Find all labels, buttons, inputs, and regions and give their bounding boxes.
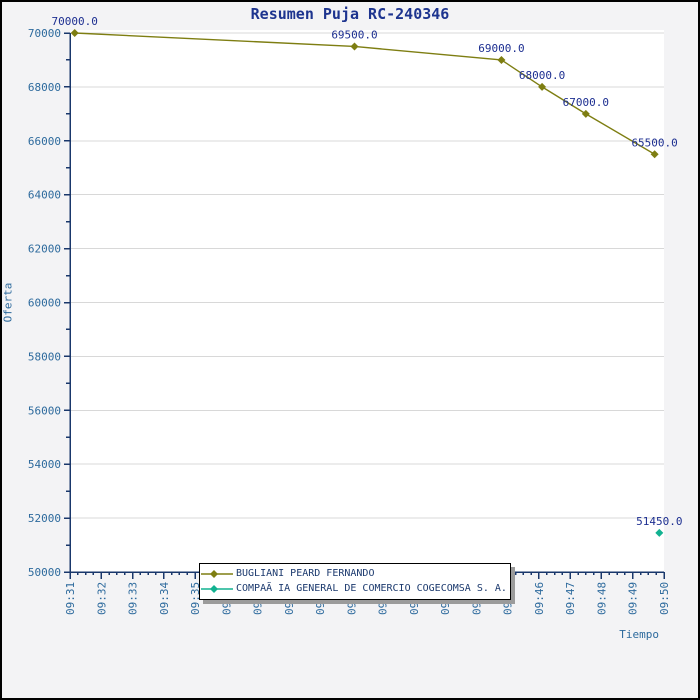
legend: BUGLIANI PEARD FERNANDO COMPAÃ IA GENERA…	[199, 563, 511, 600]
series-2-diamond-marker-icon	[201, 584, 233, 593]
svg-text:66000: 66000	[28, 135, 61, 148]
svg-text:09:48: 09:48	[595, 582, 608, 615]
series-1: 70000.0 69500.0 69000.0 68000.0 67000.0 65500…	[52, 15, 678, 159]
svg-text:52000: 52000	[28, 512, 61, 525]
legend-item-bugliani: BUGLIANI PEARD FERNANDO	[200, 566, 508, 581]
data-point-marker	[350, 42, 359, 51]
svg-text:68000: 68000	[28, 81, 61, 94]
data-point-label: 69500.0	[331, 28, 377, 41]
svg-text:09:34: 09:34	[158, 582, 171, 615]
svg-text:70000: 70000	[28, 27, 61, 40]
plot-area	[70, 30, 664, 572]
svg-text:54000: 54000	[28, 458, 61, 471]
data-point-marker	[497, 55, 506, 64]
svg-text:09:49: 09:49	[627, 582, 640, 615]
chart-title: Resumen Puja RC-240346	[250, 5, 450, 23]
data-point-marker	[70, 29, 79, 37]
svg-text:60000: 60000	[28, 297, 61, 310]
data-point-label: 65500.0	[631, 136, 677, 149]
data-point-label: 67000.0	[563, 96, 609, 109]
data-point-marker	[650, 150, 659, 159]
series-1-diamond-marker-icon	[201, 569, 233, 578]
legend-label: BUGLIANI PEARD FERNANDO	[236, 568, 375, 579]
svg-text:09:31: 09:31	[64, 582, 77, 615]
svg-text:58000: 58000	[28, 350, 61, 363]
legend-label: COMPAÃ IA GENERAL DE COMERCIO COGECOMSA …	[236, 583, 507, 594]
data-point-label: 51450.0	[636, 515, 682, 528]
svg-text:09:33: 09:33	[127, 582, 140, 615]
data-point-label: 68000.0	[519, 69, 565, 82]
series-2: 51450.0	[636, 515, 682, 537]
y-tick-labels: 50000 52000 54000 56000 58000 60000 62000 64000…	[28, 27, 61, 579]
data-point-marker	[581, 109, 590, 118]
svg-text:09:50: 09:50	[658, 582, 671, 615]
legend-item-cogecomsa: COMPAÃ IA GENERAL DE COMERCIO COGECOMSA …	[200, 581, 508, 596]
data-point-label: 69000.0	[478, 42, 524, 55]
x-axis-title: Tiempo	[619, 628, 659, 641]
data-point-marker	[655, 528, 664, 537]
svg-text:50000: 50000	[28, 566, 61, 579]
svg-text:64000: 64000	[28, 189, 61, 202]
data-point-marker	[538, 82, 547, 91]
svg-text:09:35: 09:35	[189, 582, 202, 615]
svg-text:62000: 62000	[28, 243, 61, 256]
svg-text:09:46: 09:46	[533, 582, 546, 615]
svg-text:56000: 56000	[28, 404, 61, 417]
svg-text:09:47: 09:47	[564, 582, 577, 615]
series-1-line	[74, 32, 655, 155]
svg-text:09:32: 09:32	[95, 582, 108, 615]
data-point-label: 70000.0	[52, 15, 98, 28]
y-axis-title: Oferta	[1, 282, 15, 323]
